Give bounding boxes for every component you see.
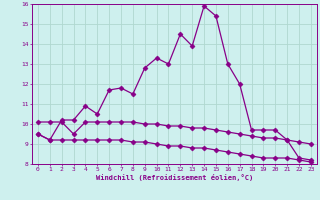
X-axis label: Windchill (Refroidissement éolien,°C): Windchill (Refroidissement éolien,°C) [96,174,253,181]
